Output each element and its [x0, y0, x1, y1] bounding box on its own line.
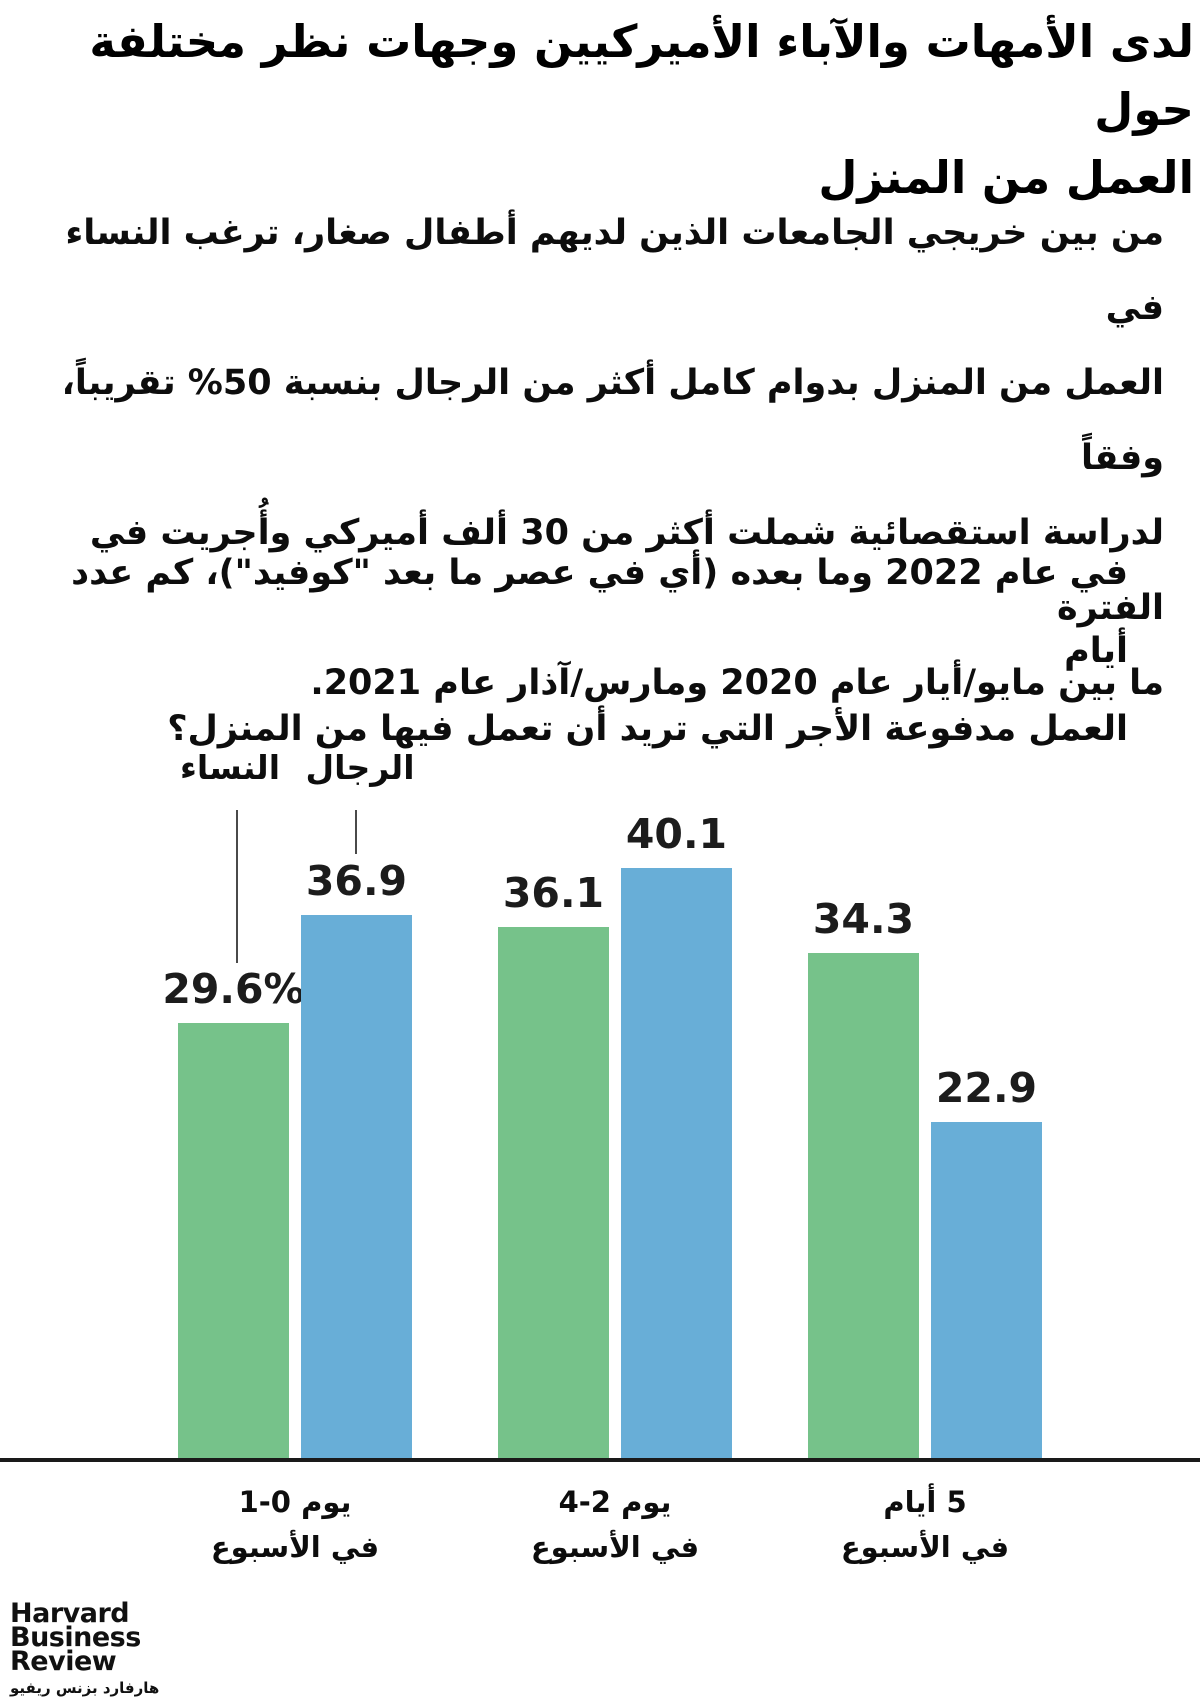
chart-question: في عام 2022 وما بعده (أي في عصر ما بعد "…: [60, 534, 1128, 768]
x-axis-label-days: 5 أيام: [883, 1485, 967, 1519]
x-axis-label-days: 4-2 يوم: [558, 1485, 672, 1519]
bar-women-group2: [498, 927, 609, 1460]
bar-value-women-group3: 34.3: [812, 895, 915, 943]
x-axis-label-per-week: في الأسبوع: [210, 1530, 380, 1564]
legend-pointer-men-line: [355, 810, 357, 854]
intro-line: لدراسة استقصائية شملت أكثر من 30 ألف أمي…: [89, 513, 1164, 628]
bar-women-group3: [808, 953, 919, 1460]
hbr-logo-wordmark: Harvard Business Review: [10, 1598, 159, 1677]
bar-value-women-group1: 29.6%: [162, 965, 305, 1013]
hbr-logo-line: Harvard: [10, 1598, 130, 1629]
bar-men-group1: [301, 915, 412, 1460]
bar-men-group3: [931, 1122, 1042, 1460]
hbr-logo-arabic-tagline: هارفارد بزنس ريفيو: [10, 1679, 160, 1697]
bar-value-women-group2: 36.1: [502, 869, 605, 917]
bar-men-group2: [621, 868, 732, 1460]
intro-line: العمل من المنزل بدوام كامل أكثر من الرجا…: [61, 363, 1164, 478]
bar-value-men-group1: 36.9: [305, 857, 408, 905]
question-line: العمل مدفوعة الأجر التي تريد أن تعمل فيه…: [167, 709, 1128, 749]
x-axis-label-per-week: في الأسبوع: [530, 1530, 700, 1564]
page-title-line: لدى الأمهات والآباء الأميركيين وجهات نظر…: [89, 15, 1194, 136]
intro-paragraph: من بين خريجي الجامعات الذين لديهم أطفال …: [36, 196, 1164, 721]
legend-label-women: النساء: [179, 748, 280, 787]
hbr-logo: Harvard Business Review هارفارد بزنس ريفيو: [10, 1598, 160, 1697]
bar-women-group1: [178, 1023, 289, 1460]
x-axis-label-per-week: في الأسبوع: [840, 1530, 1010, 1564]
intro-line: من بين خريجي الجامعات الذين لديهم أطفال …: [65, 213, 1164, 328]
intro-line: ما بين مايو/أيار عام 2020 ومارس/آذار عام…: [310, 663, 1164, 703]
bar-value-men-group3: 22.9: [935, 1064, 1038, 1112]
x-axis-line: [0, 1458, 1200, 1462]
question-line: في عام 2022 وما بعده (أي في عصر ما بعد "…: [71, 553, 1128, 671]
x-axis-label-days: 1-0 يوم: [238, 1485, 352, 1519]
legend-pointer-women-line: [236, 810, 238, 963]
x-axis-label-group3: 5 أيام في الأسبوع: [775, 1480, 1075, 1570]
x-axis-label-group1: 1-0 يوم في الأسبوع: [145, 1480, 445, 1570]
hbr-logo-line: Business: [10, 1622, 141, 1653]
legend-label-men: الرجال: [305, 748, 415, 787]
page-title-line: العمل من المنزل: [818, 151, 1194, 204]
page-title: لدى الأمهات والآباء الأميركيين وجهات نظر…: [6, 8, 1194, 212]
bar-value-men-group2: 40.1: [625, 810, 728, 858]
hbr-logo-line: Review: [10, 1646, 117, 1677]
x-axis-label-group2: 4-2 يوم في الأسبوع: [465, 1480, 765, 1570]
